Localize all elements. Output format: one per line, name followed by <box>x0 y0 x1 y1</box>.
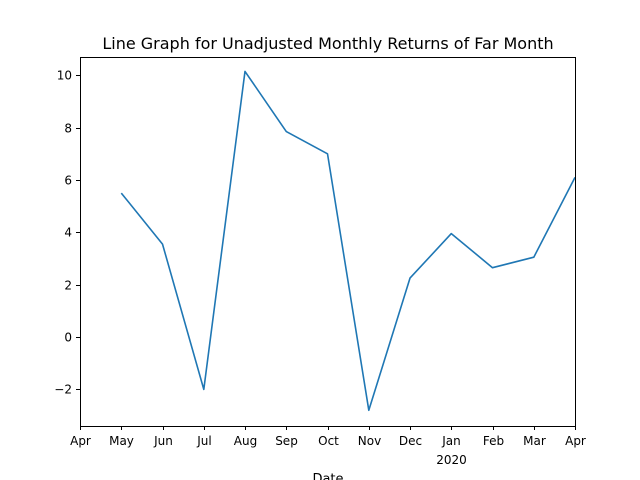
y-tick-label: 0 <box>64 331 72 345</box>
x-axis: Apr May Jun Jul Aug Sep Oct Nov Dec Jan 2020 Feb Mar… <box>70 426 586 467</box>
plot-frame <box>80 57 576 427</box>
y-tick-label: −2 <box>54 383 72 397</box>
x-tick-label: Apr <box>565 434 586 448</box>
x-tick-label: Apr <box>70 434 91 448</box>
y-tick-label: 8 <box>64 122 72 136</box>
plot-area: −2 0 2 4 6 8 10 Apr May Jun Jul Aug Sep Oct Nov Dec Jan… <box>54 57 586 467</box>
x-tick-label: Jun <box>153 434 173 448</box>
y-axis: −2 0 2 4 6 8 10 <box>54 69 80 397</box>
x-axis-label: Date <box>312 472 343 480</box>
y-tick-label: 6 <box>64 174 72 188</box>
x-tick-label: Aug <box>234 434 257 448</box>
x-tick-label: Jan <box>441 434 461 448</box>
x-tick-label: Jul <box>196 434 211 448</box>
y-tick-label: 4 <box>64 226 72 240</box>
y-tick-label: 2 <box>64 279 72 293</box>
series-line <box>120 70 576 412</box>
x-tick-label: Dec <box>399 434 422 448</box>
y-tick-label: 10 <box>57 69 72 83</box>
x-tick-label: Feb <box>483 434 504 448</box>
x-tick-label: May <box>109 434 134 448</box>
x-tick-label: Mar <box>523 434 546 448</box>
x-tick-sublabel: 2020 <box>436 453 467 467</box>
x-tick-label: Oct <box>318 434 339 448</box>
chart-title: Line Graph for Unadjusted Monthly Return… <box>102 34 553 53</box>
x-tick-label: Nov <box>358 434 381 448</box>
x-tick-label: Sep <box>275 434 298 448</box>
